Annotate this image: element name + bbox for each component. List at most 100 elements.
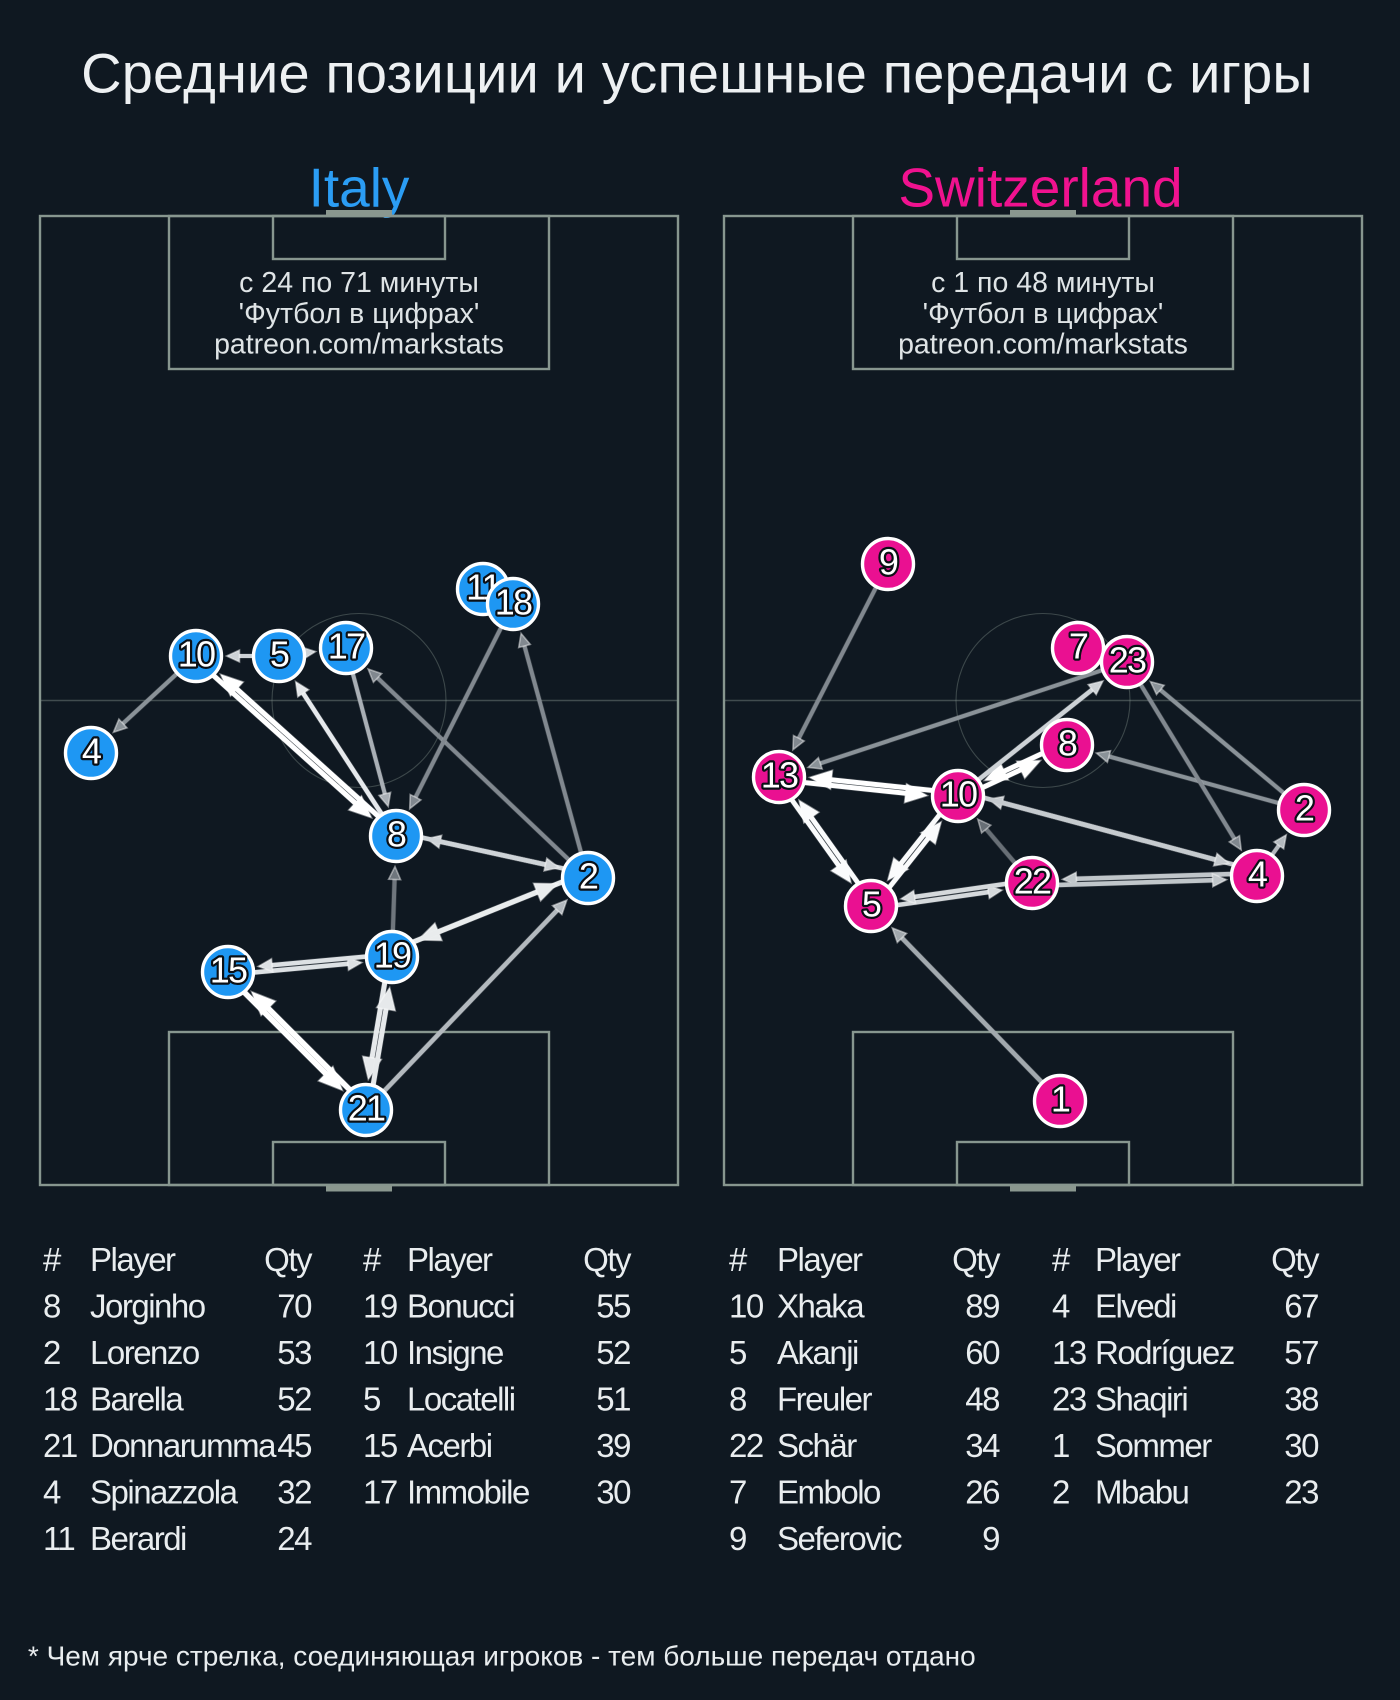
svg-text:22: 22 [1014,861,1051,902]
svg-text:9: 9 [982,1520,999,1557]
svg-text:10: 10 [940,774,977,815]
svg-text:60: 60 [965,1334,1000,1371]
svg-text:11: 11 [43,1520,74,1557]
svg-text:Embolo: Embolo [777,1474,880,1511]
svg-text:9: 9 [729,1520,746,1557]
svg-text:38: 38 [1284,1381,1318,1418]
svg-text:52: 52 [277,1381,311,1418]
svg-text:15: 15 [210,950,247,991]
svg-text:Donnarumma: Donnarumma [90,1427,277,1464]
svg-text:22: 22 [729,1427,763,1464]
svg-text:Jorginho: Jorginho [90,1288,205,1325]
svg-text:17: 17 [363,1474,397,1511]
svg-text:Средние позиции и успешные пер: Средние позиции и успешные передачи с иг… [81,41,1313,104]
svg-text:5: 5 [270,634,289,675]
svg-text:23: 23 [1284,1474,1318,1511]
svg-text:Sommer: Sommer [1095,1427,1212,1464]
svg-text:13: 13 [761,755,798,796]
svg-text:39: 39 [596,1427,630,1464]
svg-text:30: 30 [596,1474,631,1511]
svg-text:Rodríguez: Rodríguez [1095,1334,1234,1371]
svg-text:4: 4 [1052,1288,1070,1325]
svg-text:Schär: Schär [777,1427,857,1464]
svg-text:7: 7 [729,1474,746,1511]
svg-text:2: 2 [579,856,598,897]
svg-text:51: 51 [596,1381,630,1418]
svg-text:Bonucci: Bonucci [407,1288,514,1325]
svg-text:Player: Player [90,1241,176,1278]
svg-text:10: 10 [729,1288,764,1325]
svg-text:1: 1 [1051,1079,1070,1120]
svg-text:34: 34 [965,1427,1000,1464]
svg-text:1: 1 [1052,1427,1069,1464]
svg-text:24: 24 [277,1520,312,1557]
svg-text:21: 21 [348,1088,385,1129]
svg-text:5: 5 [363,1381,380,1418]
svg-text:#: # [43,1241,62,1278]
svg-text:Berardi: Berardi [90,1520,186,1557]
svg-text:Elvedi: Elvedi [1095,1288,1176,1325]
svg-text:45: 45 [277,1427,311,1464]
svg-text:8: 8 [729,1381,746,1418]
svg-text:17: 17 [328,626,365,667]
svg-text:Player: Player [777,1241,863,1278]
svg-text:Qty: Qty [1271,1241,1320,1278]
svg-text:5: 5 [862,884,881,925]
svg-text:5: 5 [729,1334,746,1371]
svg-text:с 24 по 71 минуты: с 24 по 71 минуты [239,267,479,299]
svg-text:'Футбол в цифрах': 'Футбол в цифрах' [923,298,1164,330]
svg-text:Acerbi: Acerbi [407,1427,492,1464]
svg-text:4: 4 [82,731,101,772]
svg-text:10: 10 [178,634,215,675]
svg-text:Spinazzola: Spinazzola [90,1474,239,1511]
svg-text:Immobile: Immobile [407,1474,529,1511]
svg-text:19: 19 [374,935,411,976]
svg-text:Xhaka: Xhaka [777,1288,865,1325]
svg-text:Qty: Qty [264,1241,313,1278]
svg-text:18: 18 [495,582,532,623]
svg-text:Qty: Qty [583,1241,632,1278]
svg-text:* Чем ярче стрелка, соединяюща: * Чем ярче стрелка, соединяющая игроков … [28,1640,976,1671]
svg-text:patreon.com/markstats: patreon.com/markstats [214,329,504,361]
svg-text:2: 2 [1052,1474,1069,1511]
svg-text:53: 53 [277,1334,311,1371]
svg-text:patreon.com/markstats: patreon.com/markstats [898,329,1188,361]
svg-text:Akanji: Akanji [777,1334,858,1371]
svg-text:10: 10 [363,1334,398,1371]
svg-text:48: 48 [965,1381,999,1418]
svg-text:32: 32 [277,1474,311,1511]
svg-text:26: 26 [965,1474,999,1511]
svg-text:Freuler: Freuler [777,1381,873,1418]
svg-text:Seferovic: Seferovic [777,1520,902,1557]
svg-text:#: # [1052,1241,1071,1278]
svg-text:23: 23 [1109,640,1146,681]
svg-text:Player: Player [1095,1241,1181,1278]
svg-text:Locatelli: Locatelli [407,1381,515,1418]
svg-text:4: 4 [43,1474,61,1511]
svg-text:8: 8 [43,1288,60,1325]
svg-text:Shaqiri: Shaqiri [1095,1381,1187,1418]
svg-text:Qty: Qty [952,1241,1001,1278]
svg-text:Barella: Barella [90,1381,184,1418]
svg-text:70: 70 [277,1288,312,1325]
svg-text:Player: Player [407,1241,493,1278]
svg-text:2: 2 [1295,788,1314,829]
svg-text:#: # [729,1241,748,1278]
svg-text:с 1 по 48 минуты: с 1 по 48 минуты [931,267,1155,299]
svg-text:52: 52 [596,1334,630,1371]
svg-text:21: 21 [43,1427,77,1464]
svg-text:18: 18 [43,1381,77,1418]
svg-text:8: 8 [387,814,406,855]
svg-text:13: 13 [1052,1334,1086,1371]
svg-text:9: 9 [879,542,898,583]
svg-text:19: 19 [363,1288,397,1325]
svg-text:4: 4 [1248,854,1267,895]
svg-text:Italy: Italy [309,157,410,219]
svg-text:15: 15 [363,1427,397,1464]
svg-text:Lorenzo: Lorenzo [90,1334,199,1371]
svg-text:7: 7 [1069,626,1088,667]
svg-text:23: 23 [1052,1381,1086,1418]
svg-text:Insigne: Insigne [407,1334,503,1371]
svg-text:55: 55 [596,1288,630,1325]
svg-text:89: 89 [965,1288,999,1325]
